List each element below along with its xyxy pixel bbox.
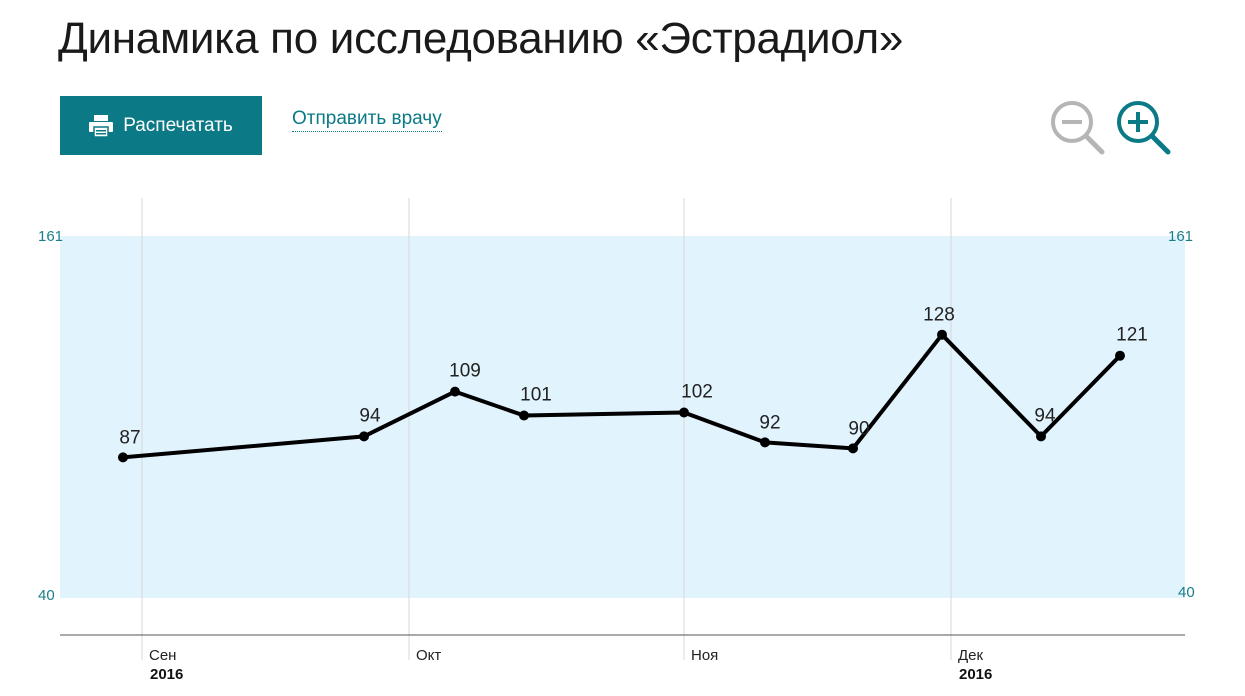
reference-range-band (60, 236, 1185, 598)
printer-icon (89, 114, 114, 137)
year-label: 2016 (150, 666, 183, 683)
data-label: 121 (1116, 325, 1148, 346)
print-button[interactable]: Распечатать (60, 96, 262, 155)
month-label: Дек (958, 647, 984, 664)
data-label: 128 (923, 305, 955, 326)
data-label: 94 (1034, 405, 1056, 426)
data-point (937, 329, 947, 340)
data-label: 94 (359, 405, 381, 426)
month-label: Окт (416, 647, 441, 664)
zoom-in-button[interactable] (1114, 100, 1172, 161)
data-label: 92 (759, 412, 780, 433)
month-label: Ноя (691, 647, 718, 664)
data-label: 102 (681, 382, 713, 403)
data-point (359, 431, 369, 442)
data-point (519, 410, 529, 421)
data-label: 90 (848, 418, 869, 439)
zoom-out-icon (1051, 101, 1105, 155)
data-label: 101 (520, 385, 552, 406)
month-label: Сен (149, 647, 176, 664)
zoom-out-button[interactable] (1048, 100, 1106, 161)
data-point (1115, 350, 1125, 361)
y-tick-label-left-low: 40 (38, 587, 55, 604)
data-point (450, 386, 460, 397)
data-label: 87 (119, 427, 140, 448)
print-button-label: Распечатать (123, 114, 233, 136)
data-point (118, 452, 128, 463)
data-point (1036, 431, 1046, 442)
page-title: Динамика по исследованию «Эстрадиол» (58, 14, 904, 63)
y-tick-label-right-low: 40 (1178, 584, 1195, 601)
zoom-in-icon (1117, 101, 1171, 155)
data-point (679, 407, 689, 418)
year-label: 2016 (959, 666, 992, 683)
y-tick-label-right-high: 161 (1168, 228, 1193, 245)
send-to-doctor-link[interactable]: Отправить врачу (292, 108, 442, 132)
data-label: 109 (449, 361, 481, 382)
data-point (760, 437, 770, 448)
y-tick-label-left-high: 161 (38, 228, 63, 245)
series-line (122, 332, 1122, 460)
data-point (848, 443, 858, 454)
